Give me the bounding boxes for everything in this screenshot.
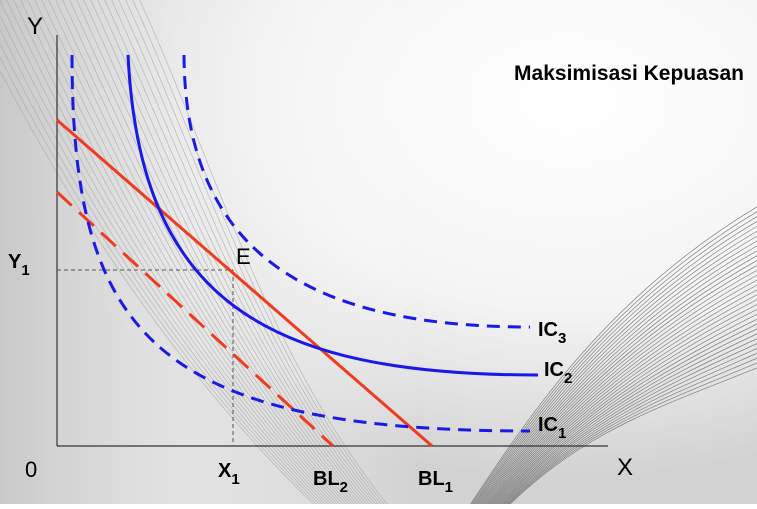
y-axis-label: Y <box>27 13 43 40</box>
bl1-label: BL1 <box>418 468 453 496</box>
indifference-curve-ic2 <box>126 54 539 377</box>
y1-label: Y1 <box>8 251 30 279</box>
ic2-label: IC2 <box>544 359 572 387</box>
indifference-curve-ic3 <box>182 54 531 329</box>
ic1-label: IC1 <box>538 414 566 442</box>
origin-label: 0 <box>25 457 37 482</box>
bl2-label: BL2 <box>313 468 348 496</box>
indifference-curve-ic1 <box>70 54 531 433</box>
equilibrium-label: E <box>236 244 251 269</box>
background-swirl-right <box>466 206 757 509</box>
x1-label: X1 <box>218 460 240 488</box>
background-swirl-left <box>0 0 392 509</box>
diagram-title: Maksimisasi Kepuasan <box>514 62 744 85</box>
x-axis-label: X <box>617 454 633 481</box>
ic3-label: IC3 <box>538 319 566 347</box>
budget-line-bl1 <box>56 118 433 448</box>
budget-line-bl2 <box>55 190 335 448</box>
